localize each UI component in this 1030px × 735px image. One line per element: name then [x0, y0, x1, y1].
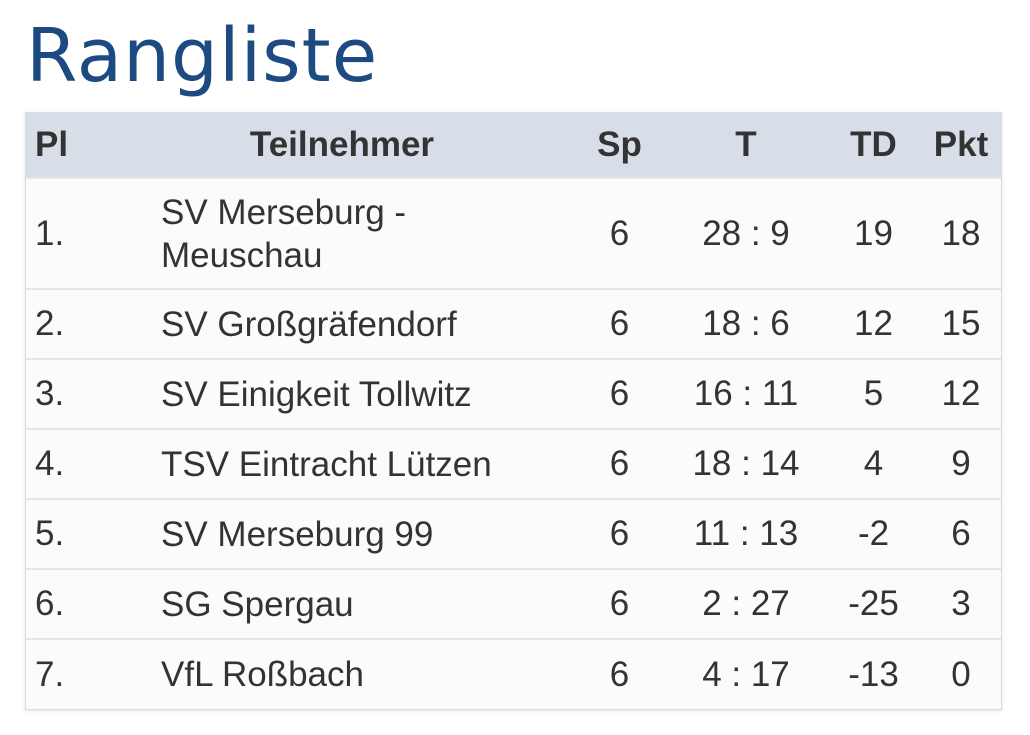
cell-rank: 1. — [35, 213, 65, 253]
table-row: 1. SV Merseburg - Meuschau 6 28 : 9 19 1… — [26, 178, 1001, 289]
cell-rank: 2. — [35, 304, 65, 343]
cell-games: 6 — [609, 213, 630, 253]
cell-goals: 18 : 6 — [702, 304, 790, 343]
cell-goals: 4 : 17 — [702, 654, 790, 694]
cell-games: 6 — [609, 584, 630, 623]
table-row: 5. SV Merseburg 99 6 11 : 13 -2 6 — [26, 499, 1001, 569]
cell-participant[interactable]: SG Spergau — [161, 584, 354, 624]
cell-participant[interactable]: SV Großgräfendorf — [161, 304, 457, 344]
cell-rank: 5. — [35, 514, 65, 553]
table-body: 1. SV Merseburg - Meuschau 6 28 : 9 19 1… — [26, 178, 1001, 709]
cell-goals: 2 : 27 — [702, 584, 790, 623]
header-games[interactable]: Sp — [597, 125, 642, 164]
cell-games: 6 — [609, 374, 630, 413]
cell-goals: 18 : 14 — [692, 444, 800, 483]
table-row: 4. TSV Eintracht Lützen 6 18 : 14 4 9 — [26, 429, 1001, 499]
cell-participant[interactable]: SV Merseburg 99 — [161, 514, 434, 554]
cell-goal-difference: -2 — [857, 514, 890, 553]
cell-goal-difference: 5 — [863, 374, 884, 413]
cell-points: 3 — [951, 584, 971, 623]
cell-games: 6 — [609, 304, 630, 343]
cell-goal-difference: -13 — [848, 654, 899, 694]
cell-points: 0 — [951, 654, 971, 694]
header-participant[interactable]: Teilnehmer — [249, 125, 435, 164]
cell-games: 6 — [609, 514, 630, 553]
cell-points: 18 — [941, 213, 981, 253]
cell-participant[interactable]: SV Einigkeit Tollwitz — [161, 374, 472, 414]
header-row: Pl Teilnehmer Sp T TD Pkt — [26, 113, 1001, 178]
cell-points: 15 — [941, 304, 981, 343]
cell-rank: 3. — [35, 374, 65, 413]
cell-points: 9 — [951, 444, 971, 483]
header-rank[interactable]: Pl — [35, 125, 69, 164]
standings-table-container: Pl Teilnehmer Sp T TD Pkt 1. SV Mersebur… — [25, 112, 1002, 710]
standings-table: Pl Teilnehmer Sp T TD Pkt 1. SV Mersebur… — [26, 113, 1001, 709]
cell-goal-difference: 12 — [854, 304, 893, 343]
cell-games: 6 — [609, 654, 630, 694]
table-header: Pl Teilnehmer Sp T TD Pkt — [26, 113, 1001, 178]
table-row: 7. VfL Roßbach 6 4 : 17 -13 0 — [26, 639, 1001, 709]
cell-goals: 16 : 11 — [693, 374, 799, 413]
cell-games: 6 — [609, 444, 630, 483]
cell-points: 12 — [941, 374, 981, 413]
table-row: 2. SV Großgräfendorf 6 18 : 6 12 15 — [26, 289, 1001, 359]
cell-goal-difference: 19 — [854, 213, 893, 253]
header-points[interactable]: Pkt — [933, 125, 989, 164]
cell-rank: 6. — [35, 584, 65, 623]
cell-participant[interactable]: TSV Eintracht Lützen — [161, 444, 492, 484]
cell-participant[interactable]: VfL Roßbach — [161, 655, 364, 694]
cell-goal-difference: -25 — [848, 584, 899, 623]
page-title: Rangliste — [26, 13, 379, 99]
cell-goals: 11 : 13 — [693, 514, 799, 553]
cell-points: 6 — [951, 514, 971, 553]
cell-goals: 28 : 9 — [702, 213, 790, 253]
cell-participant[interactable]: SV Merseburg - Meuschau — [161, 192, 407, 275]
table-row: 3. SV Einigkeit Tollwitz 6 16 : 11 5 12 — [26, 359, 1001, 429]
header-goals[interactable]: T — [735, 125, 757, 164]
cell-goal-difference: 4 — [863, 444, 884, 483]
cell-rank: 4. — [35, 444, 65, 483]
cell-rank: 7. — [35, 654, 65, 694]
table-row: 6. SG Spergau 6 2 : 27 -25 3 — [26, 569, 1001, 639]
header-goal-difference[interactable]: TD — [850, 125, 897, 164]
